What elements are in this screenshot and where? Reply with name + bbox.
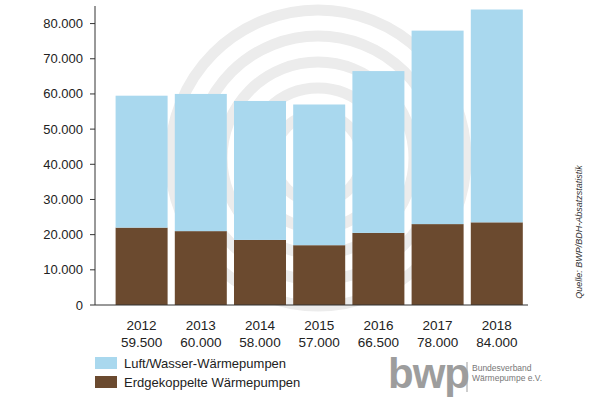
y-tick-label: 0 (76, 298, 83, 313)
bar-segment (293, 245, 345, 305)
chart-svg: 0 10.000 20.000 30.000 40.000 50.000 60.000 70.… (0, 0, 591, 398)
legend-swatch (95, 376, 117, 388)
bar-segment (116, 228, 168, 305)
total-label: 57.000 (299, 335, 340, 350)
total-label: 78.000 (417, 335, 458, 350)
logo-divider (467, 362, 468, 392)
bar-segment (352, 71, 404, 233)
bar-segment (412, 31, 464, 224)
y-tick-label: 10.000 (43, 262, 83, 277)
x-tick-label: 2012 (127, 318, 157, 333)
legend-swatch (95, 357, 117, 369)
background-ring (170, 10, 466, 306)
y-tick (90, 234, 95, 235)
total-label: 60.000 (180, 335, 221, 350)
y-tick (90, 164, 95, 165)
bar-segment (175, 231, 227, 305)
y-tick-label: 50.000 (43, 122, 83, 137)
y-axis: 0 10.000 20.000 30.000 40.000 50.000 60.000 70.… (43, 6, 528, 313)
bar-segment (471, 222, 523, 305)
y-tick (90, 23, 95, 24)
logo-text: bwp (388, 350, 469, 397)
chart-container: 0 10.000 20.000 30.000 40.000 50.000 60.000 70.… (0, 0, 591, 398)
legend-label: Erdgekoppelte Wärmepumpen (124, 375, 300, 390)
total-label: 58.000 (239, 335, 280, 350)
total-label: 59.500 (121, 335, 162, 350)
x-tick-label: 2018 (482, 318, 512, 333)
bar-segment (412, 224, 464, 305)
source: Quelle: BWP/BDH-Absatzstatistik (574, 165, 584, 299)
y-tick-label: 60.000 (43, 86, 83, 101)
x-axis: 2012 59.500 2013 60.000 2014 58.000 2015 57.000… (121, 318, 517, 350)
bar-segment (352, 233, 404, 305)
x-axis-line (95, 305, 528, 306)
y-tick (90, 58, 95, 59)
x-tick-label: 2017 (423, 318, 453, 333)
y-tick (90, 129, 95, 130)
bar-segment (234, 240, 286, 305)
y-axis-line (95, 6, 96, 305)
bar-segment (116, 96, 168, 228)
y-tick-label: 30.000 (43, 192, 83, 207)
y-tick-label: 40.000 (43, 157, 83, 172)
bar-segment (175, 94, 227, 231)
logo-line: Wärmepumpe e.V. (472, 373, 542, 383)
y-tick (90, 269, 95, 270)
y-tick-label: 20.000 (43, 227, 83, 242)
bars (116, 10, 523, 305)
x-tick-label: 2016 (363, 318, 393, 333)
legend: Luft/Wasser-Wärmepumpen Erdgekoppelte Wär… (95, 356, 300, 390)
y-tick (90, 93, 95, 94)
total-label: 84.000 (476, 335, 517, 350)
logo-line: Bundesverband (472, 363, 532, 373)
bar-segment (471, 10, 523, 223)
logo: bwpBundesverbandWärmepumpe e.V. (388, 350, 542, 397)
background-rings (170, 10, 466, 306)
background-ring (222, 62, 414, 254)
y-tick-label: 80.000 (43, 16, 83, 31)
y-tick (90, 305, 95, 306)
total-label: 66.500 (358, 335, 399, 350)
y-tick (90, 199, 95, 200)
x-tick-label: 2015 (304, 318, 334, 333)
y-tick-label: 70.000 (43, 51, 83, 66)
legend-label: Luft/Wasser-Wärmepumpen (124, 356, 286, 371)
x-tick-label: 2013 (186, 318, 216, 333)
bar-segment (293, 104, 345, 245)
x-tick-label: 2014 (245, 318, 276, 333)
bar-segment (234, 101, 286, 240)
